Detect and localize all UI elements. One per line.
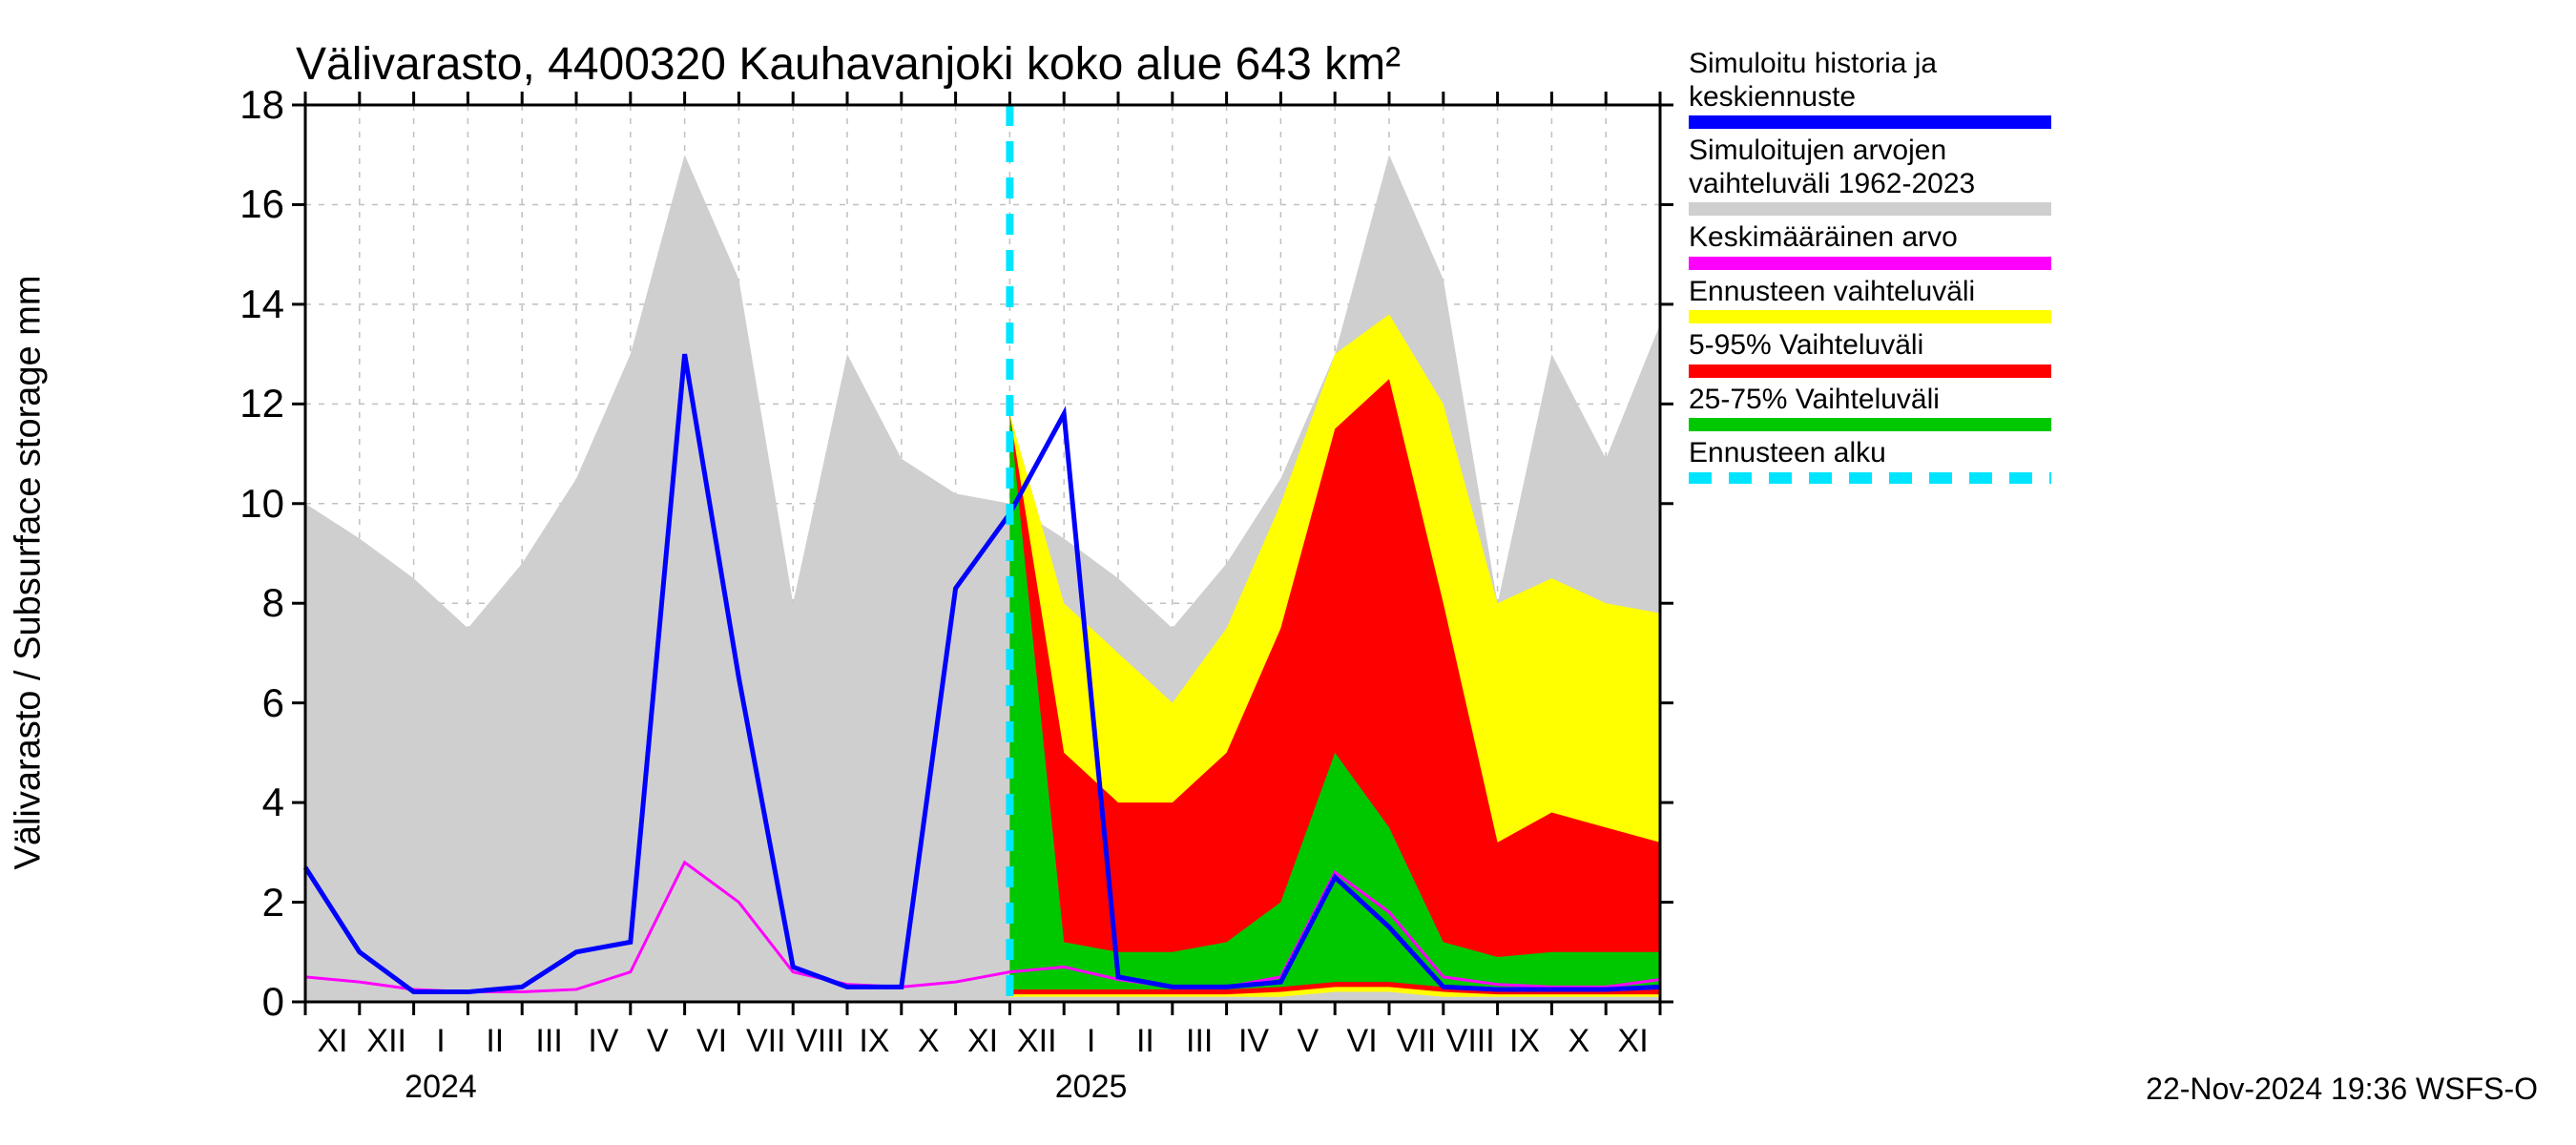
- x-tick-label: IV: [1238, 1023, 1269, 1060]
- x-tick-label: II: [1136, 1023, 1154, 1060]
- x-tick-label: IX: [859, 1023, 889, 1060]
- y-tick-label: 14: [239, 281, 284, 327]
- x-tick-label: XI: [1618, 1023, 1649, 1060]
- legend-label: Ennusteen alku: [1689, 437, 2051, 470]
- y-tick-label: 18: [239, 82, 284, 128]
- x-tick-label: XII: [1017, 1023, 1057, 1060]
- x-tick-label: I: [1087, 1023, 1095, 1060]
- legend-swatch: [1689, 257, 2051, 270]
- legend-item: Keskimääräinen arvo: [1689, 221, 2051, 270]
- x-tick-label: VI: [696, 1023, 727, 1060]
- legend-label: Keskimääräinen arvo: [1689, 221, 2051, 255]
- x-tick-label: VIII: [796, 1023, 844, 1060]
- x-tick-label: VII: [1397, 1023, 1437, 1060]
- x-year-label: 2024: [405, 1069, 477, 1106]
- chart-canvas: [0, 0, 2576, 1145]
- legend-item: Simuloitu historia ja keskiennuste: [1689, 48, 2051, 129]
- legend-item: Ennusteen vaihteluväli: [1689, 276, 2051, 324]
- legend-swatch: [1689, 472, 2051, 484]
- legend-item: Simuloitujen arvojen vaihteluväli 1962-2…: [1689, 135, 2051, 216]
- legend-item: Ennusteen alku: [1689, 437, 2051, 484]
- y-tick-label: 4: [262, 780, 284, 825]
- x-tick-label: IV: [588, 1023, 618, 1060]
- x-tick-label: XI: [317, 1023, 347, 1060]
- x-tick-label: X: [918, 1023, 940, 1060]
- chart-stage: Välivarasto, 4400320 Kauhavanjoki koko a…: [0, 0, 2576, 1145]
- x-tick-label: III: [535, 1023, 562, 1060]
- legend-item: 5-95% Vaihteluväli: [1689, 329, 2051, 378]
- y-tick-label: 12: [239, 381, 284, 427]
- y-tick-label: 2: [262, 880, 284, 926]
- y-tick-label: 10: [239, 481, 284, 527]
- x-tick-label: IX: [1509, 1023, 1540, 1060]
- legend-label: 5-95% Vaihteluväli: [1689, 329, 2051, 363]
- y-tick-label: 0: [262, 979, 284, 1025]
- x-tick-label: XII: [366, 1023, 406, 1060]
- chart-title: Välivarasto, 4400320 Kauhavanjoki koko a…: [296, 38, 1401, 91]
- legend-swatch: [1689, 202, 2051, 216]
- legend-swatch: [1689, 418, 2051, 431]
- y-tick-label: 6: [262, 680, 284, 726]
- x-year-label: 2025: [1055, 1069, 1128, 1106]
- x-tick-label: XI: [967, 1023, 998, 1060]
- x-tick-label: VI: [1347, 1023, 1378, 1060]
- x-tick-label: III: [1186, 1023, 1213, 1060]
- legend-item: 25-75% Vaihteluväli: [1689, 384, 2051, 432]
- x-tick-label: V: [1297, 1023, 1319, 1060]
- legend: Simuloitu historia ja keskiennuste Simulo…: [1689, 48, 2051, 489]
- x-tick-label: VII: [746, 1023, 786, 1060]
- legend-swatch: [1689, 364, 2051, 378]
- x-tick-label: X: [1568, 1023, 1589, 1060]
- legend-label: Simuloitu historia ja keskiennuste: [1689, 48, 2051, 114]
- legend-label: Ennusteen vaihteluväli: [1689, 276, 2051, 309]
- legend-swatch: [1689, 115, 2051, 129]
- x-tick-label: II: [486, 1023, 504, 1060]
- legend-label: Simuloitujen arvojen vaihteluväli 1962-2…: [1689, 135, 2051, 200]
- x-tick-label: VIII: [1446, 1023, 1495, 1060]
- timestamp: 22-Nov-2024 19:36 WSFS-O: [2146, 1072, 2538, 1107]
- legend-label: 25-75% Vaihteluväli: [1689, 384, 2051, 417]
- y-tick-label: 8: [262, 580, 284, 626]
- legend-swatch: [1689, 310, 2051, 323]
- y-axis-label: Välivarasto / Subsurface storage mm: [9, 275, 50, 869]
- y-tick-label: 16: [239, 181, 284, 227]
- x-tick-label: V: [647, 1023, 669, 1060]
- x-tick-label: I: [436, 1023, 445, 1060]
